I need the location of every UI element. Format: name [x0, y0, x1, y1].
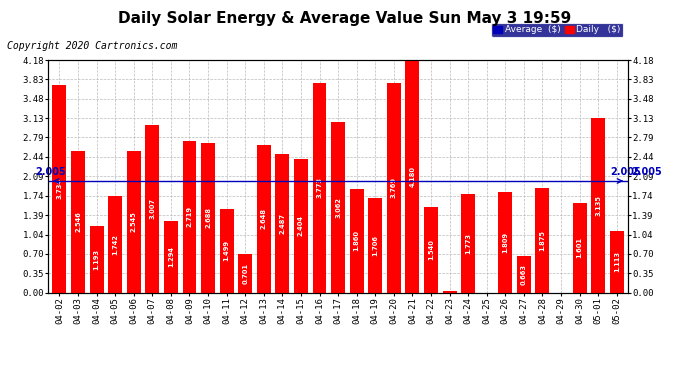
Bar — [368, 198, 382, 292]
Text: 4.180: 4.180 — [409, 166, 415, 187]
Bar — [294, 159, 308, 292]
Bar — [573, 204, 586, 292]
Bar — [183, 141, 197, 292]
Bar — [52, 85, 66, 292]
Text: 3.773: 3.773 — [317, 177, 322, 198]
Text: 3.734: 3.734 — [57, 178, 63, 199]
Bar — [219, 209, 234, 292]
Bar — [275, 154, 289, 292]
Text: 1.860: 1.860 — [354, 230, 359, 251]
Bar — [406, 60, 420, 292]
Text: 1.706: 1.706 — [372, 234, 378, 255]
Legend: Average  ($), Daily   ($): Average ($), Daily ($) — [491, 22, 623, 37]
Text: 1.875: 1.875 — [540, 230, 546, 251]
Text: 2.719: 2.719 — [186, 206, 193, 227]
Text: Copyright 2020 Cartronics.com: Copyright 2020 Cartronics.com — [7, 41, 177, 51]
Text: 1.540: 1.540 — [428, 239, 434, 260]
Bar — [424, 207, 438, 292]
Bar — [387, 83, 401, 292]
Bar — [313, 82, 326, 292]
Bar — [146, 125, 159, 292]
Bar — [535, 188, 549, 292]
Text: 3.769: 3.769 — [391, 177, 397, 198]
Bar — [238, 254, 252, 292]
Text: 2.404: 2.404 — [298, 215, 304, 236]
Text: 2.688: 2.688 — [205, 207, 211, 228]
Text: 1.773: 1.773 — [465, 233, 471, 254]
Bar — [461, 194, 475, 292]
Text: 3.135: 3.135 — [595, 195, 601, 216]
Text: 2.005: 2.005 — [611, 166, 642, 177]
Text: 2.545: 2.545 — [130, 211, 137, 232]
Text: 1.601: 1.601 — [577, 237, 582, 258]
Text: 2.487: 2.487 — [279, 213, 286, 234]
Text: 2.005: 2.005 — [34, 166, 66, 177]
Bar — [442, 291, 457, 292]
Text: 1.809: 1.809 — [502, 232, 509, 253]
Bar — [517, 256, 531, 292]
Text: 3.062: 3.062 — [335, 197, 341, 218]
Bar — [108, 196, 122, 292]
Bar — [201, 143, 215, 292]
Bar — [591, 118, 605, 292]
Bar — [257, 145, 270, 292]
Text: 2.005: 2.005 — [631, 167, 662, 177]
Bar — [331, 122, 345, 292]
Bar — [127, 151, 141, 292]
Text: 1.294: 1.294 — [168, 246, 174, 267]
Bar — [90, 226, 104, 292]
Text: 0.663: 0.663 — [521, 264, 527, 285]
Bar — [498, 192, 512, 292]
Text: 2.546: 2.546 — [75, 211, 81, 232]
Text: 1.742: 1.742 — [112, 234, 118, 255]
Text: 2.648: 2.648 — [261, 209, 267, 230]
Text: Daily Solar Energy & Average Value Sun May 3 19:59: Daily Solar Energy & Average Value Sun M… — [119, 11, 571, 26]
Bar — [71, 151, 85, 292]
Text: 1.113: 1.113 — [613, 251, 620, 272]
Text: 0.701: 0.701 — [242, 262, 248, 284]
Text: 1.193: 1.193 — [94, 249, 99, 270]
Bar — [610, 231, 624, 292]
Text: 1.499: 1.499 — [224, 240, 230, 261]
Text: 3.007: 3.007 — [149, 198, 155, 219]
Bar — [164, 220, 178, 292]
Bar — [350, 189, 364, 292]
